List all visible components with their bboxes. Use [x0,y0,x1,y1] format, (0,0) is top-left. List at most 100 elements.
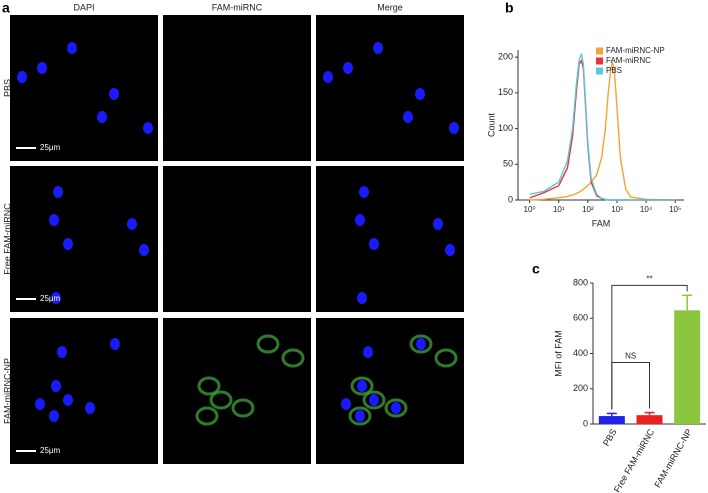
image-background [316,15,464,161]
nucleus [51,292,61,304]
x-tick-label: 10³ [611,205,623,214]
image-background [163,15,311,161]
image-background [316,166,464,312]
nucleus [51,380,61,392]
nucleus [416,338,426,350]
x-tick-label: PBS [601,427,619,448]
panel-letter: c [532,261,540,277]
x-tick-label: 10⁰ [524,205,536,214]
x-tick-label: 10⁵ [669,205,681,214]
row-label: FAM-miRNC-NP [2,358,12,424]
nucleus [363,346,373,358]
green-cell [281,348,305,368]
bar [598,416,625,424]
nucleus [373,42,383,54]
image-background [10,15,158,161]
x-tick-label: FAM-miRNC-NP [652,427,694,489]
nucleus [67,42,77,54]
micrograph [316,15,464,161]
row-label: PBS [2,79,12,97]
nucleus [110,338,120,350]
y-tick-label: 800 [573,277,588,287]
green-cell [362,390,386,410]
nucleus [343,62,353,74]
y-tick-label: 50 [503,159,513,169]
y-axis-label: MFI of FAM [553,330,563,377]
nucleus [369,238,379,250]
green-cell [197,376,221,396]
nucleus [139,244,149,256]
micrograph: 25μm [10,318,158,464]
green-cell [231,398,255,418]
legend-label: FAM-miRNC-NP [606,46,665,55]
series-line [529,59,676,201]
green-cell [256,334,280,354]
micrograph [316,166,464,312]
nucleus [63,238,73,250]
nucleus [49,214,59,226]
y-tick-label: 400 [573,348,588,358]
nucleus [35,398,45,410]
nucleus [143,122,153,134]
image-background [163,318,311,464]
scale-bar-label: 25μm [40,143,61,152]
x-tick-label: 10⁴ [640,205,653,214]
significance-label: NS [625,352,636,361]
column-header: DAPI [73,2,94,12]
significance-bracket [611,284,688,410]
scale-bar-label: 25μm [40,446,61,455]
image-background [163,166,311,312]
nucleus [445,244,455,256]
image-background [316,318,464,464]
series-line [529,61,676,201]
green-cell [348,406,372,426]
y-tick-label: 0 [508,194,513,204]
green-cell [434,348,458,368]
green-cell [384,398,408,418]
row-label: Free FAM-miRNC [2,203,12,275]
nucleus [85,402,95,414]
nucleus [369,394,379,406]
nucleus [57,346,67,358]
legend-swatch [596,57,603,65]
panel-letter: b [505,0,514,16]
column-header: Merge [377,2,403,12]
nucleus [355,410,365,422]
nucleus [323,71,333,83]
y-tick-label: 200 [573,383,588,393]
nucleus [357,292,367,304]
green-cell [195,406,219,426]
panel-letter: a [2,0,10,16]
nucleus [49,410,59,422]
nucleus [53,186,63,198]
legend-swatch [596,67,603,75]
micrograph [316,318,464,464]
y-tick-label: 0 [583,418,588,428]
micrograph [163,166,311,312]
micrograph [163,15,311,161]
nucleus [391,402,401,414]
green-cell [409,334,433,354]
nucleus [355,214,365,226]
green-cell [209,390,233,410]
nucleus [415,88,425,100]
x-tick-label: Free FAM-miRNC [612,427,657,493]
micrograph: 25μm [10,15,158,161]
x-tick-label: 10² [582,205,594,214]
nucleus [37,62,47,74]
y-axis-label: Count [486,113,496,138]
micrograph: 25μm [10,166,158,312]
x-tick-label: 10¹ [553,205,565,214]
bar [636,415,663,424]
nucleus [357,380,367,392]
significance-label: ** [646,274,652,283]
nucleus [359,186,369,198]
nucleus [109,88,119,100]
nucleus [17,71,27,83]
nucleus [97,111,107,123]
nucleus [63,394,73,406]
y-tick-label: 150 [498,87,513,97]
legend-swatch [596,47,603,55]
x-axis-label: FAM [592,218,611,228]
